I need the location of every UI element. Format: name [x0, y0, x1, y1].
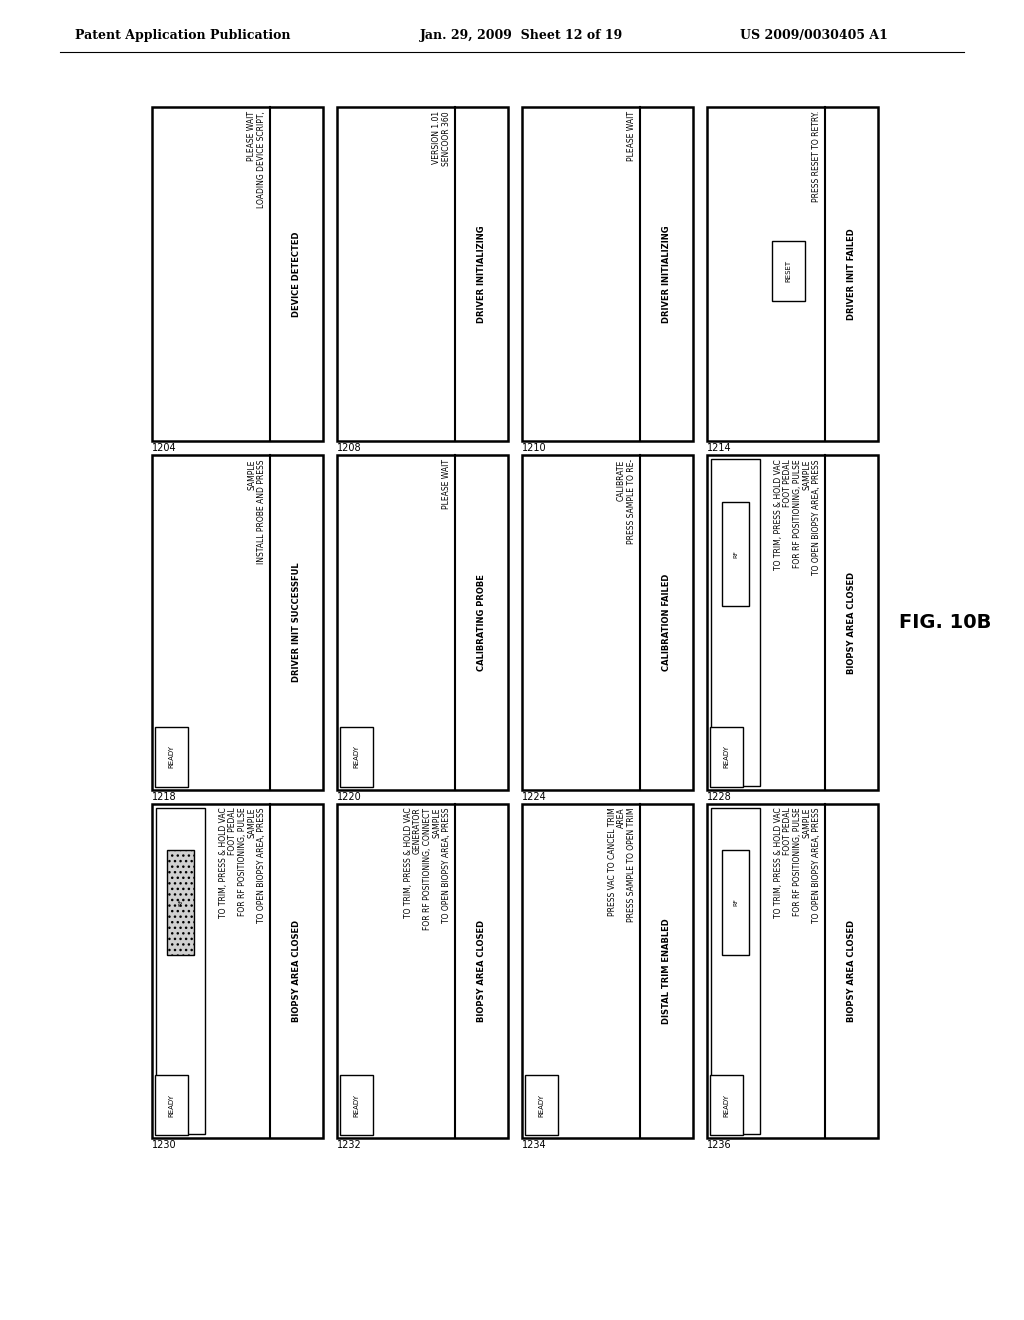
- Text: SAMPLE: SAMPLE: [247, 808, 256, 838]
- Bar: [167, 850, 195, 954]
- Text: PLEASE WAIT: PLEASE WAIT: [441, 459, 451, 510]
- Text: CALIBRATE: CALIBRATE: [617, 459, 626, 500]
- Text: 1236: 1236: [707, 1140, 731, 1150]
- Text: DRIVER INIT FAILED: DRIVER INIT FAILED: [847, 228, 856, 319]
- Text: PLEASE WAIT: PLEASE WAIT: [627, 111, 636, 161]
- Text: 1210: 1210: [522, 444, 547, 453]
- Bar: [722, 850, 750, 954]
- Text: BIOPSY AREA CLOSED: BIOPSY AREA CLOSED: [847, 920, 856, 1022]
- Text: DRIVER INITIALIZING: DRIVER INITIALIZING: [477, 226, 485, 323]
- Bar: [710, 727, 742, 787]
- Text: FIG. 10B: FIG. 10B: [899, 612, 991, 632]
- Text: DEVICE DETECTED: DEVICE DETECTED: [292, 231, 301, 317]
- Text: Jan. 29, 2009  Sheet 12 of 19: Jan. 29, 2009 Sheet 12 of 19: [420, 29, 624, 41]
- Text: 1220: 1220: [337, 792, 361, 801]
- Bar: [155, 1076, 187, 1135]
- Text: TO OPEN BIOPSY AREA, PRESS: TO OPEN BIOPSY AREA, PRESS: [256, 808, 265, 923]
- Text: DISTAL TRIM ENABLED: DISTAL TRIM ENABLED: [662, 917, 671, 1024]
- Bar: [522, 455, 693, 789]
- Bar: [522, 107, 693, 441]
- Text: Patent Application Publication: Patent Application Publication: [75, 29, 291, 41]
- Text: GENERATOR: GENERATOR: [413, 808, 422, 854]
- Text: TO TRIM, PRESS & HOLD VAC: TO TRIM, PRESS & HOLD VAC: [773, 459, 782, 570]
- Bar: [722, 502, 750, 606]
- Text: US 2009/0030405 A1: US 2009/0030405 A1: [740, 29, 888, 41]
- Text: SAMPLE: SAMPLE: [802, 808, 811, 838]
- Text: PRESS SAMPLE TO RE-: PRESS SAMPLE TO RE-: [627, 459, 636, 544]
- Bar: [707, 107, 878, 441]
- Text: SAMPLE: SAMPLE: [247, 459, 256, 490]
- Text: BIOPSY AREA CLOSED: BIOPSY AREA CLOSED: [477, 920, 485, 1022]
- Text: RF: RF: [733, 899, 738, 907]
- Text: PRESS VAC TO CANCEL TRIM: PRESS VAC TO CANCEL TRIM: [607, 808, 616, 916]
- Text: SENCOOR 360: SENCOOR 360: [441, 111, 451, 165]
- Text: 1230: 1230: [152, 1140, 176, 1150]
- Bar: [522, 804, 693, 1138]
- Text: PLEASE WAIT: PLEASE WAIT: [247, 111, 256, 161]
- Text: READY: READY: [353, 746, 359, 768]
- Text: FOR RF POSITIONING, CONNECT: FOR RF POSITIONING, CONNECT: [423, 808, 431, 929]
- Text: TO TRIM, PRESS & HOLD VAC: TO TRIM, PRESS & HOLD VAC: [218, 808, 227, 919]
- Text: FOOT PEDAL: FOOT PEDAL: [783, 459, 792, 507]
- Bar: [155, 727, 187, 787]
- Text: SAMPLE: SAMPLE: [802, 459, 811, 490]
- Bar: [340, 727, 373, 787]
- Text: DRIVER INIT SUCCESSFUL: DRIVER INIT SUCCESSFUL: [292, 562, 301, 682]
- Text: TO OPEN BIOPSY AREA, PRESS: TO OPEN BIOPSY AREA, PRESS: [441, 808, 451, 923]
- Text: FOOT PEDAL: FOOT PEDAL: [228, 808, 237, 855]
- Text: READY: READY: [169, 1093, 174, 1117]
- Bar: [772, 242, 805, 301]
- Text: LOADING DEVICE SCRIPT,: LOADING DEVICE SCRIPT,: [256, 111, 265, 207]
- Bar: [152, 455, 323, 789]
- Text: RF: RF: [733, 550, 738, 558]
- Bar: [337, 107, 508, 441]
- Bar: [152, 804, 323, 1138]
- Text: BIOPSY AREA CLOSED: BIOPSY AREA CLOSED: [847, 572, 856, 673]
- Text: 1218: 1218: [152, 792, 176, 801]
- Bar: [711, 808, 761, 1134]
- Text: FOR RF POSITIONING, PULSE: FOR RF POSITIONING, PULSE: [793, 459, 802, 568]
- Text: 1224: 1224: [522, 792, 547, 801]
- Text: RESET: RESET: [785, 260, 792, 282]
- Text: 1234: 1234: [522, 1140, 547, 1150]
- Text: READY: READY: [169, 746, 174, 768]
- Text: READY: READY: [539, 1093, 545, 1117]
- Text: 1204: 1204: [152, 444, 176, 453]
- Text: AREA: AREA: [617, 808, 626, 828]
- Text: TO OPEN BIOPSY AREA, PRESS: TO OPEN BIOPSY AREA, PRESS: [811, 459, 820, 574]
- Text: 1214: 1214: [707, 444, 731, 453]
- Text: 1232: 1232: [337, 1140, 361, 1150]
- Text: CALIBRATING PROBE: CALIBRATING PROBE: [477, 574, 485, 671]
- Text: TO TRIM, PRESS & HOLD VAC: TO TRIM, PRESS & HOLD VAC: [403, 808, 413, 919]
- Text: INSTALL PROBE AND PRESS: INSTALL PROBE AND PRESS: [256, 459, 265, 564]
- Bar: [340, 1076, 373, 1135]
- Bar: [707, 455, 878, 789]
- Text: CALIBRATION FAILED: CALIBRATION FAILED: [662, 574, 671, 671]
- Bar: [156, 808, 206, 1134]
- Text: RF: RF: [178, 899, 183, 907]
- Bar: [337, 804, 508, 1138]
- Text: FOR RF POSITIONING, PULSE: FOR RF POSITIONING, PULSE: [238, 808, 247, 916]
- Bar: [525, 1076, 558, 1135]
- Text: PRESS SAMPLE TO OPEN TRIM: PRESS SAMPLE TO OPEN TRIM: [627, 808, 636, 923]
- Text: READY: READY: [723, 1093, 729, 1117]
- Text: VERSION 1.01: VERSION 1.01: [432, 111, 441, 164]
- Bar: [707, 804, 878, 1138]
- Text: 1208: 1208: [337, 444, 361, 453]
- Bar: [152, 107, 323, 441]
- Text: READY: READY: [353, 1093, 359, 1117]
- Text: TO OPEN BIOPSY AREA, PRESS: TO OPEN BIOPSY AREA, PRESS: [811, 808, 820, 923]
- Bar: [337, 455, 508, 789]
- Text: FOOT PEDAL: FOOT PEDAL: [783, 808, 792, 855]
- Text: DRIVER INITIALIZING: DRIVER INITIALIZING: [662, 226, 671, 323]
- Bar: [710, 1076, 742, 1135]
- Text: PRESS RESET TO RETRY.: PRESS RESET TO RETRY.: [811, 111, 820, 202]
- Text: BIOPSY AREA CLOSED: BIOPSY AREA CLOSED: [292, 920, 301, 1022]
- Text: READY: READY: [723, 746, 729, 768]
- Text: 1228: 1228: [707, 792, 732, 801]
- Text: FOR RF POSITIONING, PULSE: FOR RF POSITIONING, PULSE: [793, 808, 802, 916]
- Text: SAMPLE: SAMPLE: [432, 808, 441, 838]
- Text: TO TRIM, PRESS & HOLD VAC: TO TRIM, PRESS & HOLD VAC: [773, 808, 782, 919]
- Bar: [711, 459, 761, 785]
